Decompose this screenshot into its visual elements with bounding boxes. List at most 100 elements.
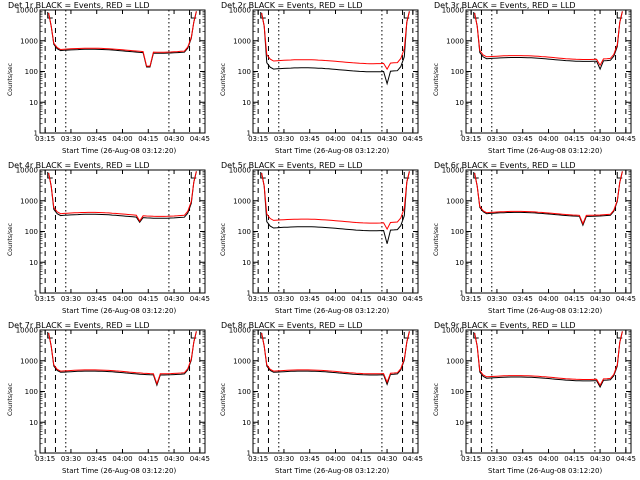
chart-title: Det 3r BLACK = Events, RED = LLD xyxy=(434,1,576,10)
y-tick-label: 1 xyxy=(460,450,464,458)
y-tick-label: 1 xyxy=(34,130,38,138)
x-tick-label: 04:45 xyxy=(190,135,210,143)
x-axis-label: Start Time (26-Aug-08 03:12:20) xyxy=(275,307,390,315)
bracket-marker xyxy=(260,172,266,179)
x-tick-label: 03:15 xyxy=(248,135,268,143)
x-tick-label: 03:30 xyxy=(61,455,81,463)
x-tick-label: 03:15 xyxy=(461,295,481,303)
chart-svg: 1 10 100 1000 10000 03:15 03:30 03:45 04:00 04:15… xyxy=(16,7,210,144)
x-tick-label: 04:30 xyxy=(164,455,184,463)
y-tick-label: 100 xyxy=(238,388,251,396)
y-tick-label: 1000 xyxy=(233,37,251,45)
series-line-black-events xyxy=(48,171,197,224)
y-tick-label: 10 xyxy=(242,259,251,267)
x-axis-label: Start Time (26-Aug-08 03:12:20) xyxy=(62,147,177,155)
y-tick-label: 1000 xyxy=(20,357,38,365)
y-tick-label: 100 xyxy=(451,388,464,396)
chart-panel-5: Det 5r BLACK = Events, RED = LLD Counts/s… xyxy=(213,160,426,320)
series-line-red-lld xyxy=(48,171,197,222)
x-tick-label: 03:15 xyxy=(248,455,268,463)
series-line-black-events xyxy=(48,11,197,68)
x-tick-label: 04:30 xyxy=(377,135,397,143)
x-tick-label: 03:15 xyxy=(461,135,481,143)
x-tick-label: 03:15 xyxy=(461,455,481,463)
x-tick-label: 04:15 xyxy=(564,295,584,303)
y-tick-label: 1 xyxy=(247,450,251,458)
series-line-red-lld xyxy=(474,11,623,67)
bracket-marker xyxy=(47,172,53,179)
series-line-black-events xyxy=(261,331,410,386)
x-tick-label: 04:30 xyxy=(590,455,610,463)
series-line-black-events xyxy=(261,11,410,86)
chart-svg: 1 10 100 1000 10000 03:15 03:30 03:45 04:00 04:15… xyxy=(442,167,636,304)
chart-svg: 1 10 100 1000 10000 03:15 03:30 03:45 04:00 04:15… xyxy=(442,7,636,144)
y-tick-label: 100 xyxy=(238,228,251,236)
x-tick-label: 04:00 xyxy=(112,455,132,463)
plot-frame xyxy=(39,169,206,294)
y-tick-label: 1000 xyxy=(446,197,464,205)
x-tick-label: 03:45 xyxy=(300,135,320,143)
x-tick-label: 04:00 xyxy=(325,295,345,303)
x-tick-label: 04:00 xyxy=(112,135,132,143)
series-line-black-events xyxy=(474,11,623,71)
x-axis-label: Start Time (26-Aug-08 03:12:20) xyxy=(62,467,177,475)
y-tick-label: 1 xyxy=(247,290,251,298)
x-tick-label: 03:30 xyxy=(274,455,294,463)
y-tick-label: 10000 xyxy=(229,327,251,335)
x-tick-label: 04:30 xyxy=(164,135,184,143)
series-line-red-lld xyxy=(474,331,623,387)
x-tick-label: 03:15 xyxy=(35,295,55,303)
y-tick-label: 10 xyxy=(455,419,464,427)
x-tick-label: 03:45 xyxy=(513,295,533,303)
chart-panel-4: Det 4r BLACK = Events, RED = LLD Counts/s… xyxy=(0,160,213,320)
x-axis-label: Start Time (26-Aug-08 03:12:20) xyxy=(488,307,603,315)
bracket-marker xyxy=(47,12,53,19)
chart-title: Det 6r BLACK = Events, RED = LLD xyxy=(434,161,576,170)
x-tick-label: 04:30 xyxy=(377,455,397,463)
y-tick-label: 100 xyxy=(451,68,464,76)
chart-title: Det 7r BLACK = Events, RED = LLD xyxy=(8,321,150,330)
x-tick-label: 03:30 xyxy=(61,135,81,143)
x-tick-label: 04:00 xyxy=(112,295,132,303)
bracket-marker xyxy=(473,172,479,179)
x-axis-label: Start Time (26-Aug-08 03:12:20) xyxy=(275,467,390,475)
chart-title: Det 5r BLACK = Events, RED = LLD xyxy=(221,161,363,170)
y-tick-label: 100 xyxy=(238,68,251,76)
chart-panel-3: Det 3r BLACK = Events, RED = LLD Counts/s… xyxy=(426,0,639,160)
y-tick-label: 1000 xyxy=(20,197,38,205)
x-tick-label: 03:45 xyxy=(87,135,107,143)
x-tick-label: 04:15 xyxy=(351,455,371,463)
x-tick-label: 04:45 xyxy=(190,295,210,303)
series-line-black-events xyxy=(474,331,623,389)
bracket-marker xyxy=(260,12,266,19)
chart-title: Det 4r BLACK = Events, RED = LLD xyxy=(8,161,150,170)
y-tick-label: 10000 xyxy=(229,7,251,15)
plot-frame xyxy=(252,9,419,134)
y-tick-label: 100 xyxy=(25,388,38,396)
x-tick-label: 04:30 xyxy=(164,295,184,303)
x-tick-label: 03:30 xyxy=(274,295,294,303)
plot-frame xyxy=(252,169,419,294)
y-tick-label: 10 xyxy=(455,259,464,267)
x-tick-label: 04:00 xyxy=(538,135,558,143)
y-tick-label: 10 xyxy=(29,419,38,427)
y-tick-label: 1000 xyxy=(233,357,251,365)
x-tick-label: 04:00 xyxy=(538,295,558,303)
chart-svg: 1 10 100 1000 10000 03:15 03:30 03:45 04:00 04:15… xyxy=(229,167,423,304)
chart-svg: 1 10 100 1000 10000 03:15 03:30 03:45 04:00 04:15… xyxy=(229,327,423,464)
y-tick-label: 1 xyxy=(460,290,464,298)
y-tick-label: 10000 xyxy=(16,167,38,175)
chart-title: Det 1r BLACK = Events, RED = LLD xyxy=(8,1,150,10)
x-tick-label: 04:15 xyxy=(564,455,584,463)
series-line-red-lld xyxy=(474,171,623,226)
plot-frame xyxy=(252,329,419,454)
y-tick-label: 10000 xyxy=(442,327,464,335)
x-tick-label: 03:30 xyxy=(487,135,507,143)
y-tick-label: 1 xyxy=(460,130,464,138)
chart-panel-9: Det 9r BLACK = Events, RED = LLD Counts/s… xyxy=(426,320,639,480)
x-axis-label: Start Time (26-Aug-08 03:12:20) xyxy=(62,307,177,315)
x-tick-label: 04:45 xyxy=(616,455,636,463)
chart-title: Det 9r BLACK = Events, RED = LLD xyxy=(434,321,576,330)
x-tick-label: 04:30 xyxy=(590,295,610,303)
x-tick-label: 04:00 xyxy=(325,455,345,463)
